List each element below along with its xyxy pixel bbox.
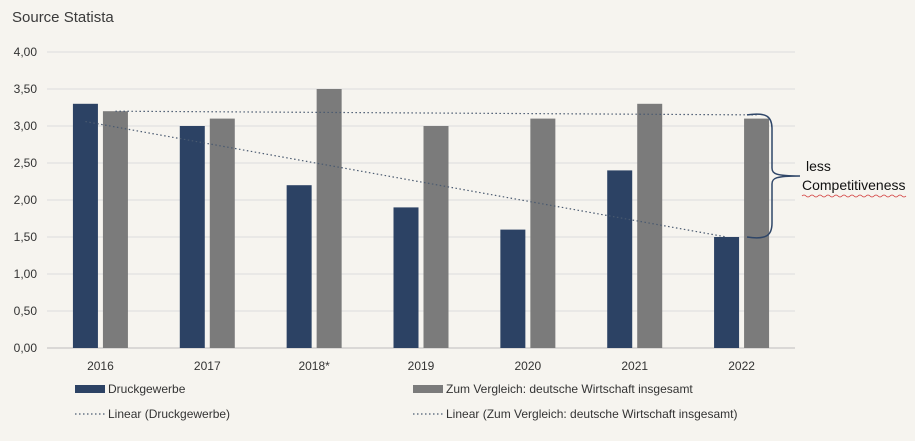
y-tick-label: 4,00 [14, 45, 38, 59]
spellcheck-underline [801, 194, 907, 198]
x-tick-label: 2017 [194, 359, 221, 373]
x-axis-ticks: 2016 2017 2018* 2019 2020 2021 2022 [87, 359, 755, 373]
bar-gesamt [423, 126, 449, 348]
x-tick-label: 2019 [408, 359, 435, 373]
bar-druckgewerbe [607, 170, 633, 348]
y-tick-label: 2,50 [14, 156, 38, 170]
trendlines [85, 110, 757, 238]
x-tick-label: 2020 [515, 359, 542, 373]
annotation-line-2: Competitiveness [802, 177, 906, 193]
bar-gesamt [637, 103, 663, 348]
bar-gesamt [102, 111, 128, 348]
bar-gesamt [744, 118, 770, 348]
legend-trend-label: Linear (Zum Vergleich: deutsche Wirtscha… [446, 407, 737, 421]
bar-druckgewerbe [179, 126, 205, 348]
bar-druckgewerbe [286, 185, 312, 348]
y-tick-label: 0,00 [14, 341, 38, 355]
grid-lines [47, 51, 795, 349]
legend-trend-label: Linear (Druckgewerbe) [108, 407, 230, 421]
legend: Druckgewerbe Zum Vergleich: deutsche Wirt… [75, 382, 737, 421]
y-tick-label: 3,00 [14, 119, 38, 133]
bar-druckgewerbe [72, 103, 98, 348]
x-tick-label: 2022 [728, 359, 755, 373]
trendline-gesamt [115, 110, 757, 116]
y-tick-label: 0,50 [14, 304, 38, 318]
annotation-line-1: less [806, 158, 831, 174]
legend-label: Druckgewerbe [108, 382, 186, 396]
bar-druckgewerbe [714, 237, 740, 348]
bars [72, 89, 770, 348]
bar-gesamt [316, 89, 342, 348]
bar-gesamt [209, 118, 235, 348]
legend-swatch [75, 385, 105, 393]
x-tick-label: 2016 [87, 359, 114, 373]
y-axis-ticks: 0,00 0,50 1,00 1,50 2,00 2,50 3,00 3,50 4,00 [14, 45, 38, 355]
y-tick-label: 3,50 [14, 82, 38, 96]
y-tick-label: 1,50 [14, 230, 38, 244]
trendline-druckgewerbe [85, 120, 727, 238]
y-tick-label: 2,00 [14, 193, 38, 207]
brace-icon [746, 113, 801, 239]
bar-druckgewerbe [500, 229, 526, 348]
bar-gesamt [530, 118, 556, 348]
legend-swatch [413, 385, 443, 393]
x-tick-label: 2021 [621, 359, 648, 373]
y-tick-label: 1,00 [14, 267, 38, 281]
x-tick-label: 2018* [298, 359, 330, 373]
source-label: Source Statista [12, 9, 114, 26]
bar-druckgewerbe [393, 207, 419, 348]
annotation: less Competitiveness [746, 113, 907, 239]
legend-label: Zum Vergleich: deutsche Wirtschaft insge… [446, 382, 693, 396]
